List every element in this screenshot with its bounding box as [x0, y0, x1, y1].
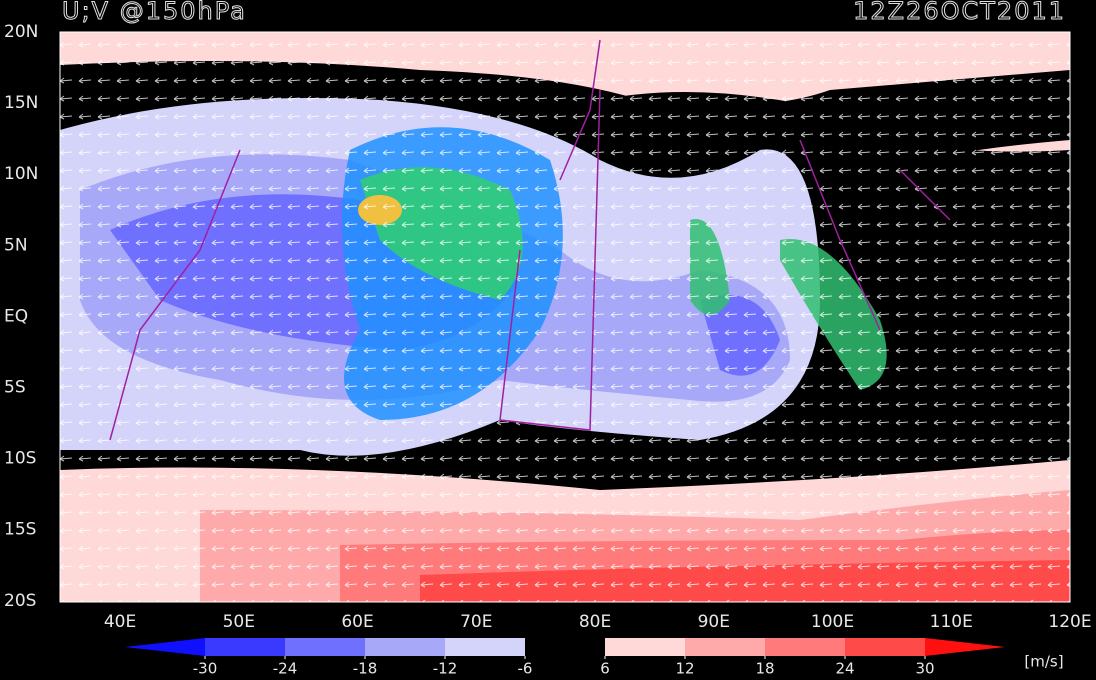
- colorbar-segment: [765, 638, 845, 656]
- colorbar-arrow: [925, 638, 1005, 656]
- lat-label: 5N: [4, 235, 28, 255]
- colorbar-tick-label: -18: [353, 660, 378, 678]
- colorbar-tick-label: 12: [675, 660, 694, 678]
- lon-label: 80E: [579, 612, 611, 632]
- colorbar-segment: [285, 638, 365, 656]
- colorbar-segment: [845, 638, 925, 656]
- colorbar-tick-label: 6: [600, 660, 610, 678]
- lon-label: 70E: [460, 612, 492, 632]
- lat-label: 15N: [4, 93, 38, 113]
- colorbar-segment: [365, 638, 445, 656]
- colorbar-segment: [605, 638, 685, 656]
- colorbar: -30 -24 -18 -12 -6 6 12 18 24 30: [125, 638, 1005, 678]
- title: U;V @150hPa: [62, 0, 247, 25]
- colorbar-tick-label: -24: [273, 660, 298, 678]
- lon-label: 50E: [223, 612, 255, 632]
- colorbar-segment: [685, 638, 765, 656]
- colorbar-tick-label: 30: [915, 660, 934, 678]
- colorbar-segment: [525, 638, 605, 656]
- lat-label: 10N: [4, 164, 38, 184]
- lon-label: 100E: [811, 612, 854, 632]
- timestamp: 12Z26OCT2011: [853, 0, 1066, 25]
- colorbar-tick-label: -6: [518, 660, 533, 678]
- colorbar-tick-label: -30: [193, 660, 218, 678]
- lat-label: 20S: [4, 591, 36, 611]
- lon-label: 120E: [1048, 612, 1091, 632]
- map-field: [60, 32, 1070, 602]
- lat-label: EQ: [4, 306, 28, 326]
- colorbar-units: [m/s]: [1024, 653, 1063, 671]
- colorbar-tick-label: -12: [433, 660, 458, 678]
- colorbar-tick-label: 18: [755, 660, 774, 678]
- lat-label: 15S: [4, 520, 36, 540]
- colorbar-tick-label: 24: [835, 660, 854, 678]
- lat-label: 20N: [4, 22, 38, 42]
- colorbar-segment: [445, 638, 525, 656]
- colorbar-segment: [205, 638, 285, 656]
- map-frame: [59, 31, 1071, 603]
- lon-label: 60E: [341, 612, 373, 632]
- colorbar-arrow: [125, 638, 205, 656]
- lon-label: 110E: [930, 612, 973, 632]
- lat-label: 10S: [4, 449, 36, 469]
- lon-label: 40E: [104, 612, 136, 632]
- lat-label: 5S: [4, 378, 26, 398]
- lon-label: 90E: [698, 612, 730, 632]
